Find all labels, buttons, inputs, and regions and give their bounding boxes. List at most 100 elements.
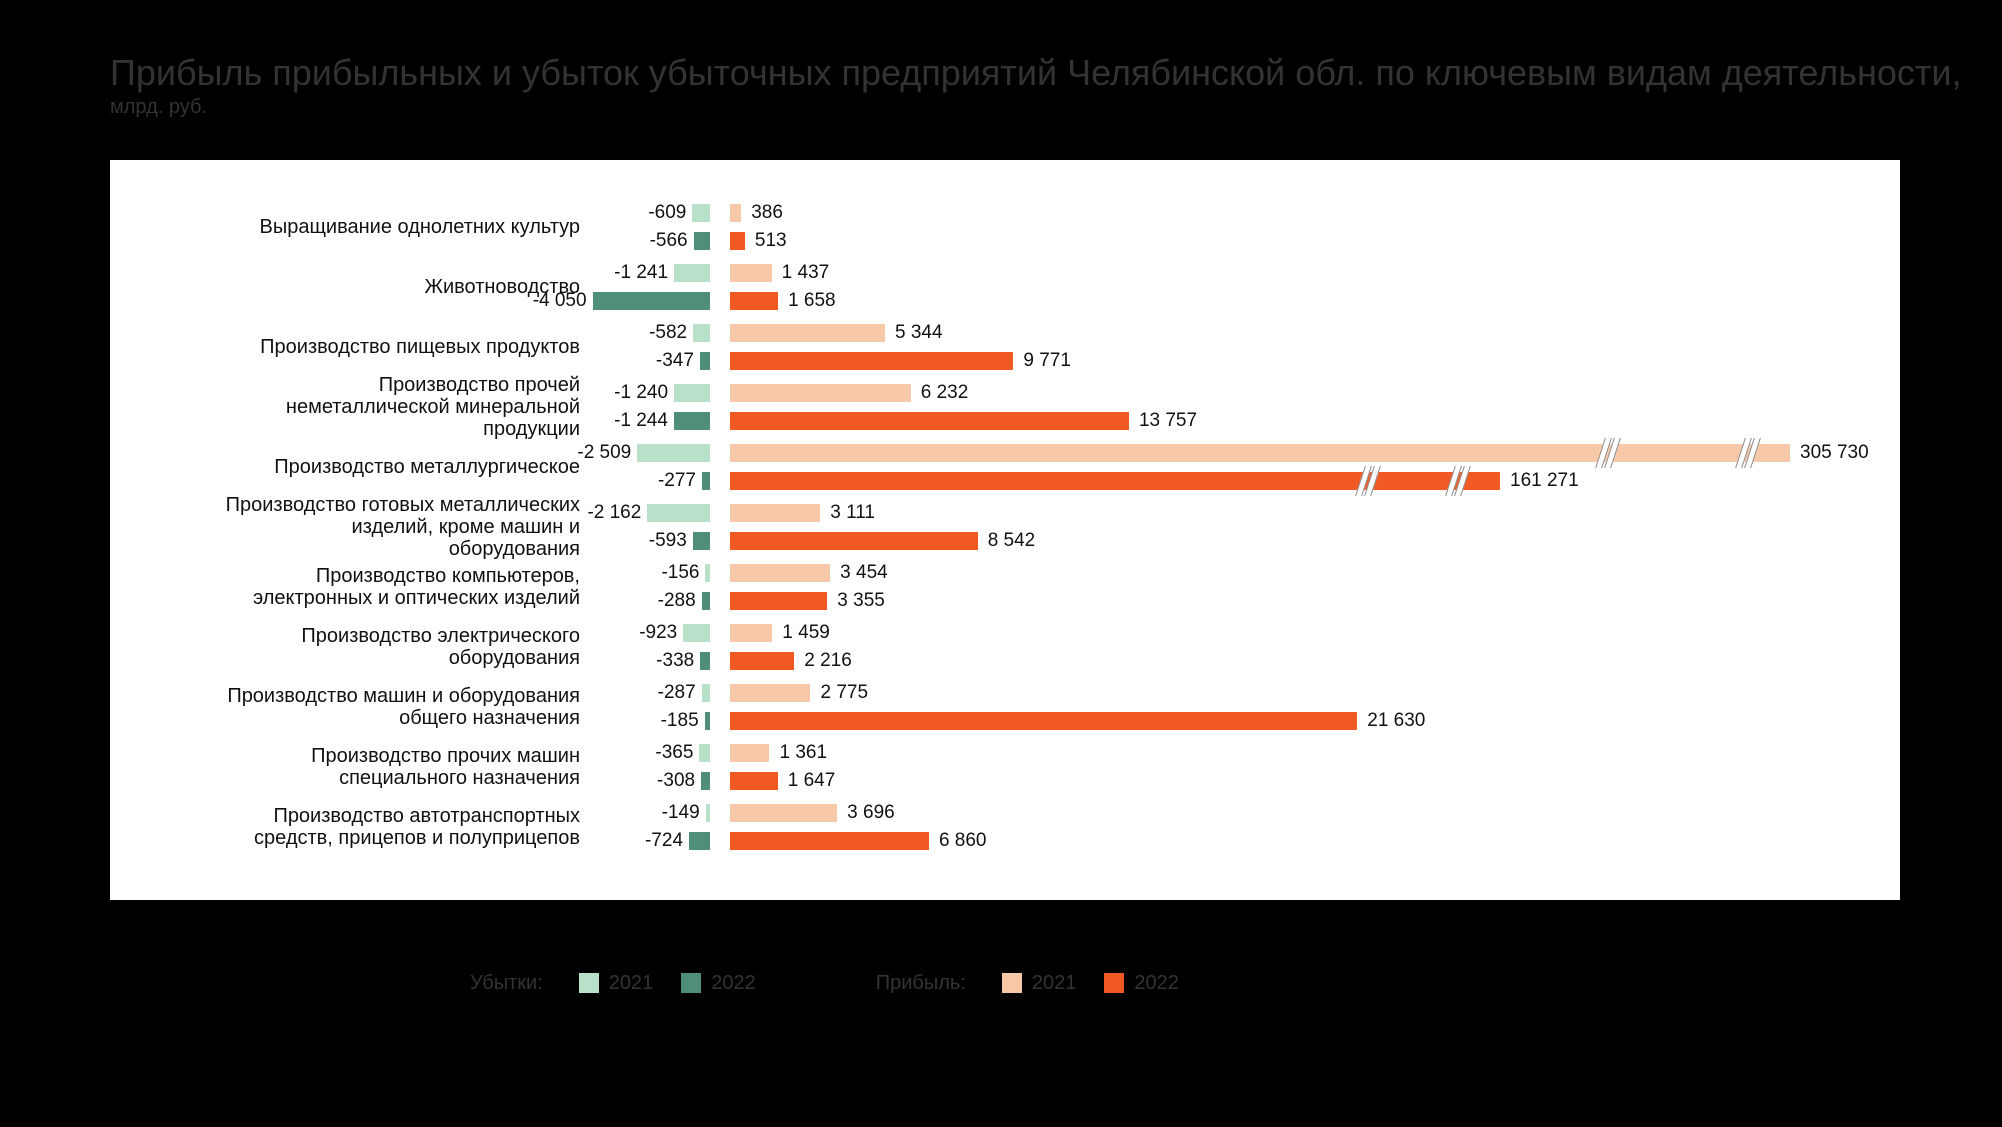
loss-value-label: -338 xyxy=(656,650,694,672)
loss-bar xyxy=(694,232,710,250)
loss-bar xyxy=(647,504,710,522)
profit-value-label: 8 542 xyxy=(988,530,1036,552)
loss-bar xyxy=(702,684,710,702)
year-pair: -308 1 647 xyxy=(110,768,1900,794)
profit-bar xyxy=(730,412,1129,430)
year-pair: -347 9 771 xyxy=(110,348,1900,374)
profit-bar xyxy=(730,652,794,670)
profit-value-label: 1 459 xyxy=(782,622,830,644)
loss-value-label: -724 xyxy=(645,830,683,852)
profit-value-label: 1 647 xyxy=(788,770,836,792)
profit-bar xyxy=(730,324,885,342)
profit-bar xyxy=(730,532,978,550)
profit-bar xyxy=(730,624,772,642)
year-pair: -277161 271 xyxy=(110,468,1900,494)
axis-break-mark xyxy=(1360,468,1374,494)
category-row: Производство автотранспортных средств, п… xyxy=(110,798,1900,856)
chart-title-main: Прибыль прибыльных и убыток убыточных пр… xyxy=(110,52,1961,93)
profit-bar xyxy=(730,564,830,582)
loss-bar xyxy=(674,264,710,282)
loss-value-label: -287 xyxy=(658,682,696,704)
legend-loss-title: Убытки: xyxy=(470,972,543,995)
profit-value-label: 305 730 xyxy=(1800,442,1869,464)
category-row: Производство электрического оборудования… xyxy=(110,618,1900,676)
loss-bar xyxy=(689,832,710,850)
year-pair: -9231 459 xyxy=(110,620,1900,646)
loss-value-label: -2 509 xyxy=(577,442,631,464)
profit-bar xyxy=(730,352,1013,370)
profit-value-label: 1 437 xyxy=(782,262,830,284)
profit-value-label: 2 216 xyxy=(804,650,852,672)
year-pair: -2 162 3 111 xyxy=(110,500,1900,526)
legend-year-3: 2021 xyxy=(1032,972,1077,995)
profit-value-label: 9 771 xyxy=(1023,350,1071,372)
loss-bar xyxy=(693,324,710,342)
axis-break-mark xyxy=(1450,468,1464,494)
legend-group-profit: Прибыль: 2021 2022 xyxy=(876,972,1179,995)
profit-bar xyxy=(730,772,778,790)
legend-swatch-loss-light xyxy=(579,973,599,993)
category-row: Производство прочей неметаллической мине… xyxy=(110,378,1900,436)
category-row: Производство прочих машин специального н… xyxy=(110,738,1900,796)
profit-value-label: 3 355 xyxy=(837,590,885,612)
legend-item-loss-2022: 2022 xyxy=(681,972,756,995)
loss-bar xyxy=(693,532,710,550)
loss-value-label: -582 xyxy=(649,322,687,344)
year-pair: -609 386 xyxy=(110,200,1900,226)
profit-value-label: 1 658 xyxy=(788,290,836,312)
loss-value-label: -2 162 xyxy=(587,502,641,524)
year-pair: -2883 355 xyxy=(110,588,1900,614)
loss-value-label: -4 050 xyxy=(533,290,587,312)
loss-bar xyxy=(674,384,710,402)
category-row: Животноводство-1 2411 437-4 0501 658 xyxy=(110,258,1900,316)
loss-value-label: -347 xyxy=(656,350,694,372)
category-row: Производство готовых металлических издел… xyxy=(110,498,1900,556)
year-pair: -2872 775 xyxy=(110,680,1900,706)
profit-value-label: 21 630 xyxy=(1367,710,1425,732)
profit-value-label: 6 860 xyxy=(939,830,987,852)
profit-bar xyxy=(730,504,820,522)
legend-year-4: 2022 xyxy=(1134,972,1179,995)
chart-plot-area: Выращивание однолетних культур-609386-56… xyxy=(110,198,1900,878)
category-row: Производство пищевых продуктов-5825 344-… xyxy=(110,318,1900,376)
year-pair: -5825 344 xyxy=(110,320,1900,346)
loss-value-label: -1 240 xyxy=(614,382,668,404)
loss-bar xyxy=(683,624,710,642)
chart-title: Прибыль прибыльных и убыток убыточных пр… xyxy=(110,50,2002,120)
year-pair: -593 8 542 xyxy=(110,528,1900,554)
loss-value-label: -365 xyxy=(655,742,693,764)
legend-group-loss: Убытки: 2021 2022 xyxy=(470,972,756,995)
legend-item-profit-2022: 2022 xyxy=(1104,972,1179,995)
chart-card: Выращивание однолетних культур-609386-56… xyxy=(110,160,1900,900)
profit-bar xyxy=(730,744,769,762)
loss-value-label: -308 xyxy=(657,770,695,792)
year-pair: -1 24413 757 xyxy=(110,408,1900,434)
profit-value-label: 1 361 xyxy=(779,742,827,764)
loss-value-label: -593 xyxy=(649,530,687,552)
profit-value-label: 513 xyxy=(755,230,787,252)
loss-bar xyxy=(702,472,710,490)
profit-value-label: 386 xyxy=(751,202,783,224)
category-row: Производство компьютеров, электронных и … xyxy=(110,558,1900,616)
loss-bar xyxy=(674,412,710,430)
loss-value-label: -1 244 xyxy=(614,410,668,432)
year-pair: -338 2 216 xyxy=(110,648,1900,674)
loss-value-label: -566 xyxy=(650,230,688,252)
profit-bar xyxy=(730,832,929,850)
profit-bar xyxy=(730,684,810,702)
year-pair: -2 509 305 730 xyxy=(110,440,1900,466)
loss-bar xyxy=(699,744,710,762)
year-pair: -18521 630 xyxy=(110,708,1900,734)
legend-swatch-profit-dark xyxy=(1104,973,1124,993)
profit-value-label: 3 111 xyxy=(830,502,875,524)
loss-value-label: -149 xyxy=(662,802,700,824)
category-row: Выращивание однолетних культур-609386-56… xyxy=(110,198,1900,256)
profit-bar xyxy=(730,712,1357,730)
loss-value-label: -609 xyxy=(648,202,686,224)
profit-bar xyxy=(730,264,772,282)
legend-swatch-profit-light xyxy=(1002,973,1022,993)
loss-bar xyxy=(700,352,710,370)
profit-bar xyxy=(730,292,778,310)
profit-bar xyxy=(730,804,837,822)
chart-title-unit: млрд. руб. xyxy=(110,96,207,118)
